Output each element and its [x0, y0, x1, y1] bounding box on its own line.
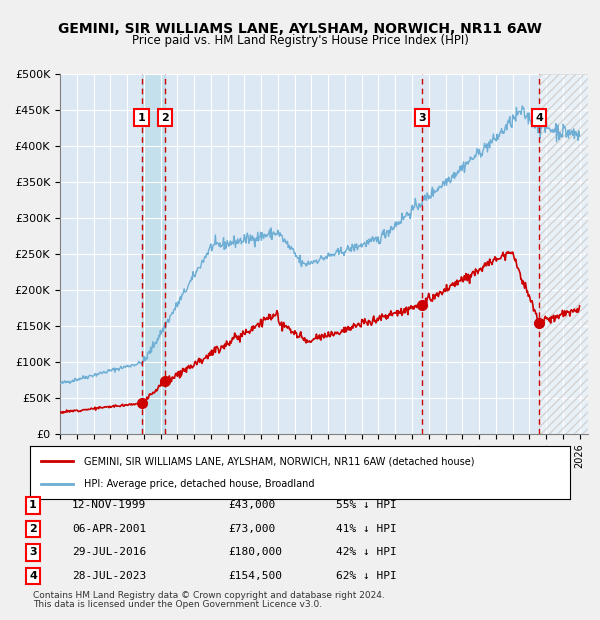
Text: Contains HM Land Registry data © Crown copyright and database right 2024.: Contains HM Land Registry data © Crown c…: [33, 590, 385, 600]
Bar: [539, 74, 588, 434]
Text: 1: 1: [29, 500, 37, 510]
Text: HPI: Average price, detached house, Broadland: HPI: Average price, detached house, Broa…: [84, 479, 314, 489]
Text: 3: 3: [29, 547, 37, 557]
Text: 4: 4: [535, 113, 543, 123]
Text: This data is licensed under the Open Government Licence v3.0.: This data is licensed under the Open Gov…: [33, 600, 322, 609]
Text: GEMINI, SIR WILLIAMS LANE, AYLSHAM, NORWICH, NR11 6AW: GEMINI, SIR WILLIAMS LANE, AYLSHAM, NORW…: [58, 22, 542, 36]
Bar: [142, 74, 165, 434]
Text: 62% ↓ HPI: 62% ↓ HPI: [336, 571, 397, 581]
Text: GEMINI, SIR WILLIAMS LANE, AYLSHAM, NORWICH, NR11 6AW (detached house): GEMINI, SIR WILLIAMS LANE, AYLSHAM, NORW…: [84, 456, 475, 466]
Text: 41% ↓ HPI: 41% ↓ HPI: [336, 524, 397, 534]
Text: 2: 2: [161, 113, 169, 123]
Text: 29-JUL-2016: 29-JUL-2016: [72, 547, 146, 557]
Text: 42% ↓ HPI: 42% ↓ HPI: [336, 547, 397, 557]
Text: 06-APR-2001: 06-APR-2001: [72, 524, 146, 534]
Text: Price paid vs. HM Land Registry's House Price Index (HPI): Price paid vs. HM Land Registry's House …: [131, 34, 469, 47]
Text: £154,500: £154,500: [228, 571, 282, 581]
Text: 28-JUL-2023: 28-JUL-2023: [72, 571, 146, 581]
Text: 12-NOV-1999: 12-NOV-1999: [72, 500, 146, 510]
Text: £180,000: £180,000: [228, 547, 282, 557]
Text: 1: 1: [138, 113, 146, 123]
Text: 3: 3: [418, 113, 425, 123]
Text: £43,000: £43,000: [228, 500, 275, 510]
Text: 55% ↓ HPI: 55% ↓ HPI: [336, 500, 397, 510]
Bar: [539, 74, 588, 434]
Text: 2: 2: [29, 524, 37, 534]
Text: £73,000: £73,000: [228, 524, 275, 534]
Text: 4: 4: [29, 571, 37, 581]
